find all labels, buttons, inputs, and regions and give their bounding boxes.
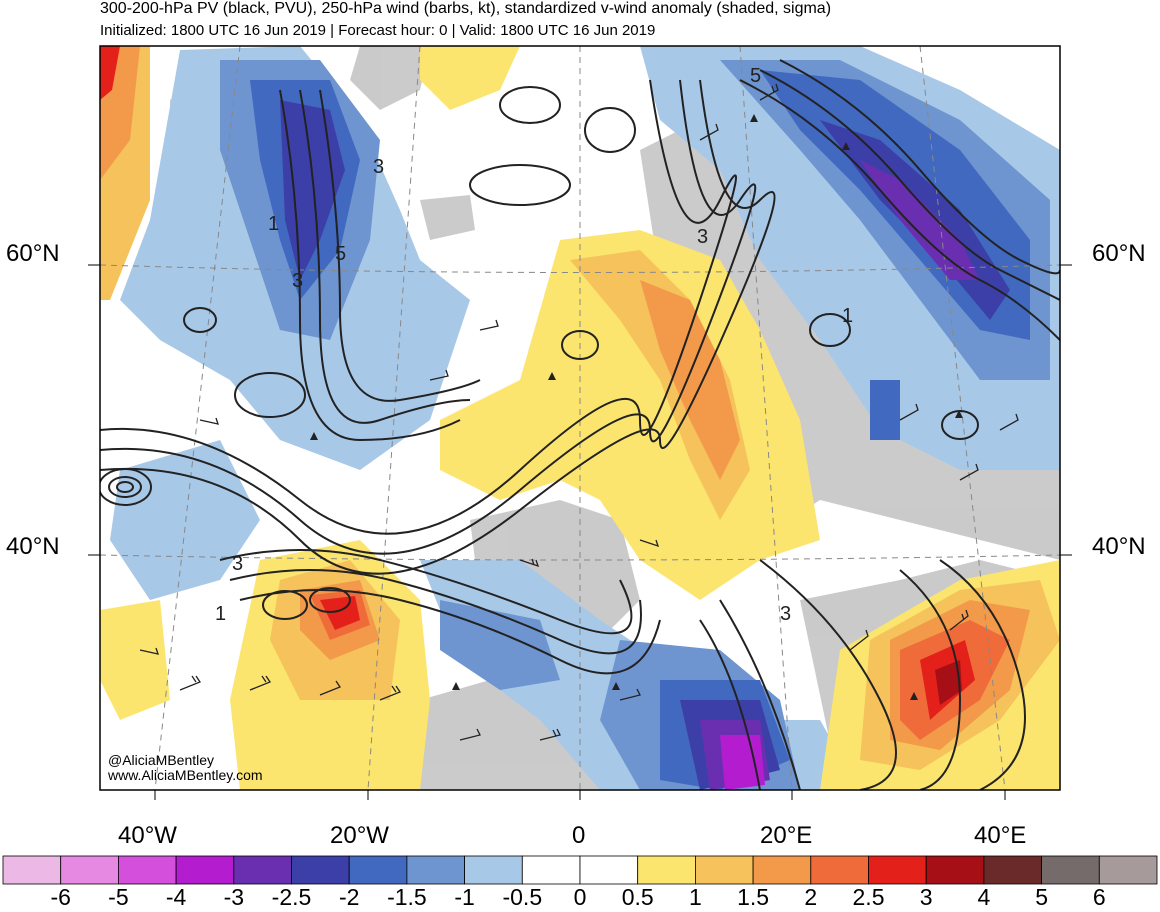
- colorbar-swatch: [1098, 855, 1158, 885]
- colorbar-swatch: [579, 855, 639, 885]
- lon-label-20w: 20°W: [330, 822, 389, 849]
- colorbar-swatch: [925, 855, 985, 885]
- anomaly-magenta: [720, 735, 765, 790]
- colorbar-label: 1.5: [737, 884, 770, 910]
- colorbar-swatch: [868, 855, 927, 885]
- contour-label: 3: [373, 156, 384, 178]
- colorbar-label: 5: [1035, 884, 1048, 910]
- axis-ticks: [88, 264, 1072, 800]
- colorbar-label: 2: [804, 884, 818, 910]
- colorbar-label: 6: [1092, 884, 1106, 910]
- colorbar-label: -6: [50, 884, 71, 910]
- lat-label-40n-left: 40°N: [6, 533, 60, 560]
- colorbar-label: 0: [573, 884, 587, 910]
- colorbar-label: 3: [919, 884, 933, 910]
- colorbar-label: -4: [165, 884, 187, 910]
- colorbar-label: -1: [454, 884, 475, 910]
- colorbar-swatch: [348, 855, 408, 885]
- anomaly-dark-red: [935, 660, 962, 705]
- pv-contours: [100, 59, 1060, 790]
- contour-label: 5: [335, 243, 346, 265]
- colorbar: [2, 855, 1158, 885]
- lon-label-0: 0: [572, 822, 586, 849]
- lon-label-40w: 40°W: [118, 822, 177, 849]
- colorbar-label: 4: [977, 884, 991, 910]
- contour-label: 3: [292, 270, 303, 292]
- colorbar-swatch: [291, 855, 350, 885]
- colorbar-swatch: [1041, 855, 1100, 885]
- contour-label: 3: [232, 553, 243, 575]
- contour-label: 3: [697, 226, 708, 248]
- contour-label: 1: [842, 305, 853, 327]
- barb-flags: [310, 114, 963, 700]
- watermark-handle: @AliciaMBentley: [108, 752, 215, 768]
- colorbar-label: -0.5: [502, 884, 543, 910]
- lat-label-60n-left: 60°N: [6, 240, 60, 267]
- colorbar-label: -1.5: [387, 884, 427, 910]
- lon-label-40e: 40°E: [974, 822, 1027, 849]
- chart-title: 300-200-hPa PV (black, PVU), 250-hPa win…: [100, 0, 832, 17]
- colorbar-label: -3: [223, 884, 245, 910]
- colorbar-label: -2.5: [271, 884, 312, 910]
- colorbar-label: -2: [338, 884, 360, 910]
- watermark-url: www.AliciaMBentley.com: [108, 767, 263, 783]
- colorbar-swatch: [752, 855, 812, 885]
- chart-subtitle: Initialized: 1800 UTC 16 Jun 2019 | Fore…: [100, 22, 656, 39]
- colorbar-swatch: [233, 855, 292, 885]
- colorbar-swatch: [983, 855, 1043, 885]
- colorbar-swatch: [464, 855, 523, 885]
- colorbar-label: 2.5: [852, 884, 885, 910]
- colorbar-label: 1: [688, 884, 702, 910]
- colorbar-swatch: [521, 855, 581, 885]
- colorbar-swatch: [175, 855, 235, 885]
- contour-label-group: 5 3 3 5 3 1 1 3 1 3: [215, 65, 853, 625]
- colorbar-swatch: [637, 855, 696, 885]
- colorbar-swatch: [406, 855, 465, 885]
- contour-label: 1: [268, 213, 279, 235]
- colorbar-swatch: [810, 855, 869, 885]
- wind-barbs: [139, 83, 1019, 741]
- contour-label: 1: [215, 603, 226, 625]
- colorbar-label: 0.5: [621, 884, 654, 910]
- lat-label-40n-right: 40°N: [1092, 533, 1146, 560]
- colorbar-swatch: [2, 855, 62, 885]
- colorbar-swatch: [695, 855, 754, 885]
- contour-label: 5: [750, 65, 761, 87]
- colorbar-swatch: [118, 855, 177, 885]
- contour-label: 3: [780, 603, 791, 625]
- colorbar-label: -5: [108, 884, 129, 910]
- lon-label-20e: 20°E: [760, 822, 813, 849]
- lat-label-60n-right: 60°N: [1092, 240, 1146, 267]
- colorbar-swatch: [60, 855, 119, 885]
